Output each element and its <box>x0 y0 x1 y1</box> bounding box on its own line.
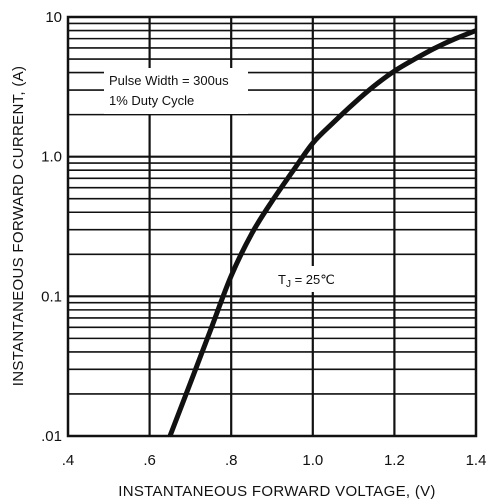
tj-annotation-background <box>270 266 360 292</box>
series-layer <box>167 28 477 437</box>
grid-lines <box>68 17 476 436</box>
junction-temperature-annotation: TJ = 25℃ <box>270 266 360 292</box>
pulse-width-label: Pulse Width = 300us <box>109 73 229 88</box>
y-axis-title: INSTANTANEOUS FORWARD CURRENT, (A) <box>10 66 27 386</box>
y-tick-label: 1.0 <box>41 149 62 166</box>
duty-cycle-label: 1% Duty Cycle <box>109 93 194 108</box>
x-tick-label: 1.4 <box>466 452 487 469</box>
x-axis-title: INSTANTANEOUS FORWARD VOLTAGE, (V) <box>118 483 435 500</box>
x-tick-label: 1.2 <box>384 452 405 469</box>
tj-subscript: J <box>286 279 291 290</box>
y-tick-label: 10 <box>45 9 62 26</box>
plot-frame <box>66 15 478 438</box>
x-tick-label: .6 <box>143 452 156 469</box>
y-tick-labels: .01 0.1 1.0 10 <box>41 9 62 445</box>
tj-suffix: = 25℃ <box>291 272 335 287</box>
x-tick-labels: .4 .6 .8 1.0 1.2 1.4 <box>62 452 487 469</box>
y-tick-label: .01 <box>41 428 62 445</box>
forward-current-curve <box>167 28 477 437</box>
tj-prefix: T <box>278 272 286 287</box>
x-tick-label: .4 <box>62 452 75 469</box>
annotation-box-background <box>104 68 248 114</box>
y-tick-label: 0.1 <box>41 288 62 305</box>
junction-temperature-label: TJ = 25℃ <box>278 272 335 290</box>
pulse-width-annotation: Pulse Width = 300us 1% Duty Cycle <box>104 68 248 114</box>
x-tick-label: .8 <box>225 452 238 469</box>
x-tick-label: 1.0 <box>302 452 323 469</box>
